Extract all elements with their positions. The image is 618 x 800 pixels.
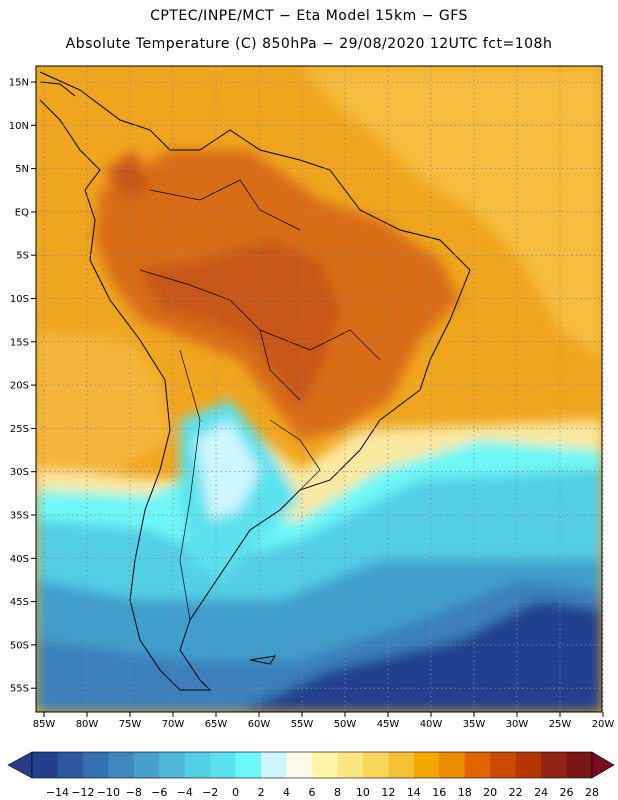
lat-tick-label: 5S — [16, 251, 29, 262]
colorbar-label: 16 — [432, 786, 446, 799]
colorbar-label: 2 — [258, 786, 265, 799]
lat-tick-label: 35S — [10, 511, 29, 522]
colorbar-swatch — [388, 752, 415, 778]
colorbar-label: 14 — [407, 786, 421, 799]
lat-tick-label: 50S — [10, 640, 29, 651]
colorbar-swatch — [57, 752, 84, 778]
coastlines — [39, 71, 471, 691]
colorbar-label: −2 — [202, 786, 218, 799]
colorbar-low-arrow — [7, 751, 33, 779]
colorbar-swatch — [515, 752, 542, 778]
lat-tick-label: 10S — [10, 294, 29, 305]
lon-tick-label: 40W — [420, 719, 443, 730]
colorbar-label: −12 — [71, 786, 94, 799]
title-line-1: CPTEC/INPE/MCT − Eta Model 15km − GFS — [150, 8, 468, 24]
lon-tick-label: 30W — [506, 719, 529, 730]
colorbar-swatch — [464, 752, 491, 778]
colorbar-swatch — [541, 752, 567, 778]
colorbar-outline — [31, 751, 593, 779]
colorbar-label: −8 — [126, 786, 142, 799]
colorbar-label: 10 — [356, 786, 370, 799]
colorbar-label: 18 — [458, 786, 472, 799]
colorbar-swatch — [566, 752, 593, 778]
colorbar-label: 26 — [560, 786, 574, 799]
lat-tick-label: 55S — [10, 684, 29, 695]
title-line-2: Absolute Temperature (C) 850hPa − 29/08/… — [65, 36, 553, 52]
lon-tick-label: 60W — [248, 719, 271, 730]
lon-tick-label: 70W — [162, 719, 185, 730]
colorbar-swatch — [337, 752, 364, 778]
colorbar-swatch — [439, 752, 466, 778]
lat-tick-label: 5N — [15, 164, 29, 175]
lon-tick-label: 25W — [549, 719, 572, 730]
colorbar-swatch — [362, 752, 389, 778]
lon-tick-label: 65W — [205, 719, 228, 730]
colorbar-swatch — [32, 752, 58, 778]
colorbar-swatch — [235, 752, 262, 778]
lon-tick-label: 45W — [377, 719, 400, 730]
colorbar-label: −4 — [177, 786, 193, 799]
lat-tick-label: 25S — [10, 424, 29, 435]
colorbar: −14 −12 −10 −8 −6 −4 −2 0 2 4 6 8 10 12 14 16 18 20 22 24 26… — [7, 751, 615, 799]
lat-tick-label: 45S — [10, 597, 29, 608]
colorbar-swatch — [210, 752, 236, 778]
colorbar-swatch — [159, 752, 186, 778]
colorbar-swatch — [133, 752, 160, 778]
colorbar-swatch — [82, 752, 109, 778]
colorbar-label: −6 — [151, 786, 167, 799]
lon-tick-label: 85W — [33, 719, 56, 730]
map-frame — [35, 65, 603, 713]
colorbar-label: 8 — [334, 786, 341, 799]
lon-tick-label: 20W — [592, 719, 615, 730]
colorbar-label: 12 — [381, 786, 395, 799]
longitude-axis: 85W 80W 75W 70W 65W 60W 55W 50W 45W 40W 35W 30W 25W 2… — [33, 712, 615, 730]
lon-tick-label: 80W — [76, 719, 99, 730]
lon-tick-label: 50W — [334, 719, 357, 730]
lat-tick-label: 15S — [10, 337, 29, 348]
lon-tick-label: 75W — [119, 719, 142, 730]
colorbar-label: −14 — [46, 786, 69, 799]
colorbar-label: −10 — [97, 786, 120, 799]
colorbar-label: 24 — [534, 786, 548, 799]
lat-tick-label: 20S — [10, 381, 29, 392]
lat-tick-label: EQ — [15, 207, 29, 218]
colorbar-swatch — [413, 752, 440, 778]
lat-tick-label: 30S — [10, 467, 29, 478]
temperature-field — [36, 66, 602, 712]
lat-tick-label: 15N — [9, 78, 29, 89]
colorbar-swatch — [108, 752, 135, 778]
colorbar-label: 0 — [232, 786, 239, 799]
lon-tick-label: 55W — [291, 719, 314, 730]
colorbar-swatch — [261, 752, 287, 778]
colorbar-high-arrow — [591, 751, 615, 779]
colorbar-label: 20 — [483, 786, 497, 799]
lat-tick-label: 40S — [10, 554, 29, 565]
colorbar-label: 22 — [509, 786, 523, 799]
colorbar-label: 6 — [309, 786, 316, 799]
colorbar-label: 4 — [283, 786, 290, 799]
lon-tick-label: 35W — [463, 719, 486, 730]
latitude-axis: 15N 10N 5N EQ 5S 10S 15S 20S 25S 30S 35S 40S 45S 50S 5… — [9, 78, 36, 695]
colorbar-swatch — [490, 752, 516, 778]
colorbar-swatch — [184, 752, 211, 778]
colorbar-swatch — [312, 752, 338, 778]
colorbar-label: 28 — [585, 786, 599, 799]
colorbar-swatch — [286, 752, 313, 778]
country-borders — [139, 179, 381, 621]
lat-tick-label: 10N — [9, 121, 29, 132]
